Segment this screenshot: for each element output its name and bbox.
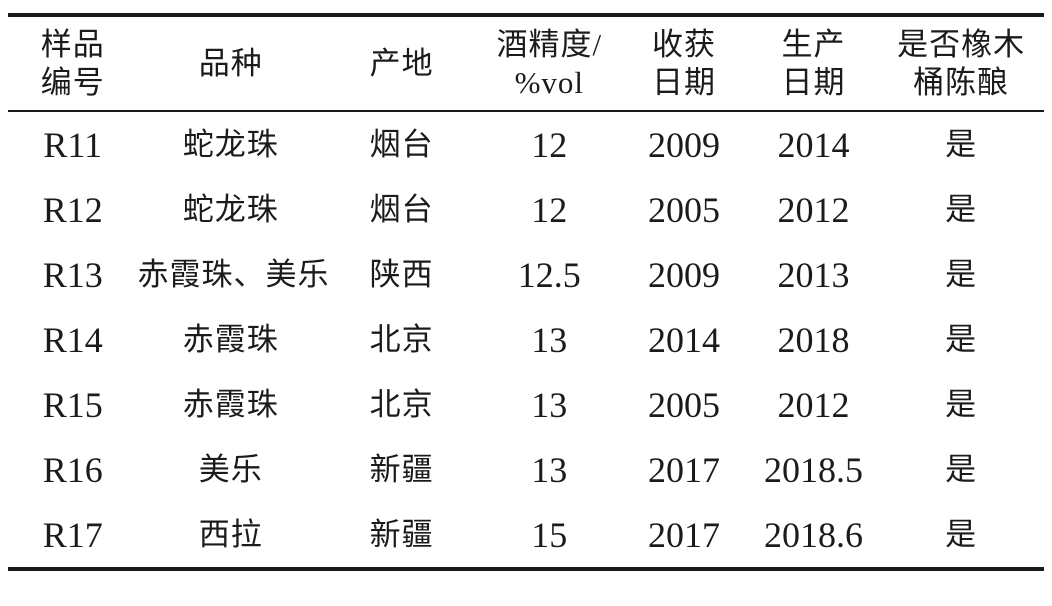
sample-table: 样品 编号 品种 产地 酒精度/ %vol 收获 日期 生产 日期 是否橡木 桶…	[8, 13, 1044, 571]
cell-sample-id: R11	[43, 124, 103, 165]
cell-harvest-date: 2014	[647, 319, 720, 360]
cell-alcohol: 15	[531, 514, 568, 555]
cell-production-date: 2013	[777, 254, 850, 295]
cell-origin: 烟台	[369, 192, 434, 227]
cell-variety: 赤霞珠、美乐	[137, 257, 330, 292]
cell-production-date: 2012	[777, 189, 850, 230]
cell-production-date: 2018	[777, 319, 850, 360]
cell-oak-aged: 是	[945, 322, 978, 357]
cell-origin: 北京	[369, 322, 434, 357]
cell-sample-id: R12	[42, 189, 103, 230]
cell-alcohol: 13	[531, 384, 568, 425]
cell-sample-id: R17	[42, 514, 103, 555]
cell-harvest-date: 2009	[647, 254, 720, 295]
cell-variety: 西拉	[198, 517, 263, 552]
col-header-harvest-date: 收获 日期	[651, 26, 716, 100]
cell-oak-aged: 是	[945, 387, 978, 422]
table-header-row: 样品 编号 品种 产地 酒精度/ %vol 收获 日期 生产 日期 是否橡木 桶…	[8, 15, 1044, 111]
table-row: R11 蛇龙珠 烟台 12 2009 2014 是	[8, 111, 1044, 177]
cell-alcohol: 13	[531, 319, 568, 360]
table-row: R12 蛇龙珠 烟台 12 2005 2012 是	[8, 177, 1044, 242]
cell-oak-aged: 是	[945, 517, 978, 552]
col-header-variety: 品种	[198, 45, 263, 81]
cell-variety: 蛇龙珠	[182, 192, 279, 227]
table-row: R13 赤霞珠、美乐 陕西 12.5 2009 2013 是	[8, 242, 1044, 307]
cell-origin: 烟台	[369, 127, 434, 162]
cell-variety: 美乐	[198, 452, 263, 487]
cell-alcohol: 12.5	[517, 254, 581, 295]
cell-variety: 赤霞珠	[182, 387, 279, 422]
cell-harvest-date: 2017	[647, 449, 720, 490]
cell-production-date: 2012	[777, 384, 850, 425]
cell-production-date: 2018.5	[763, 449, 863, 490]
cell-harvest-date: 2005	[647, 384, 720, 425]
cell-origin: 新疆	[369, 517, 434, 552]
cell-sample-id: R15	[42, 384, 103, 425]
col-header-sample-id: 样品 编号	[40, 26, 105, 100]
col-header-origin: 产地	[369, 45, 434, 81]
cell-variety: 赤霞珠	[182, 322, 279, 357]
cell-variety: 蛇龙珠	[182, 127, 279, 162]
table-row: R17 西拉 新疆 15 2017 2018.6 是	[8, 502, 1044, 569]
cell-sample-id: R16	[42, 449, 103, 490]
table-row: R16 美乐 新疆 13 2017 2018.5 是	[8, 437, 1044, 502]
cell-harvest-date: 2009	[647, 124, 720, 165]
cell-sample-id: R13	[42, 254, 103, 295]
col-header-production-date: 生产 日期	[781, 26, 846, 100]
cell-sample-id: R14	[42, 319, 103, 360]
table-row: R14 赤霞珠 北京 13 2014 2018 是	[8, 307, 1044, 372]
cell-oak-aged: 是	[945, 192, 978, 227]
cell-alcohol: 13	[531, 449, 568, 490]
cell-harvest-date: 2017	[647, 514, 720, 555]
cell-origin: 新疆	[369, 452, 434, 487]
cell-production-date: 2014	[777, 124, 850, 165]
page: 样品 编号 品种 产地 酒精度/ %vol 收获 日期 生产 日期 是否橡木 桶…	[0, 13, 1052, 606]
cell-oak-aged: 是	[945, 127, 978, 162]
col-header-oak-aged: 是否橡木 桶陈酿	[897, 26, 1026, 100]
cell-production-date: 2018.6	[763, 514, 863, 555]
cell-origin: 陕西	[369, 257, 434, 292]
cell-alcohol: 12	[531, 124, 568, 165]
col-header-alcohol: 酒精度/ %vol	[496, 26, 603, 100]
cell-oak-aged: 是	[945, 257, 978, 292]
cell-alcohol: 12	[531, 189, 568, 230]
table-row: R15 赤霞珠 北京 13 2005 2012 是	[8, 372, 1044, 437]
cell-harvest-date: 2005	[647, 189, 720, 230]
cell-oak-aged: 是	[945, 452, 978, 487]
cell-origin: 北京	[369, 387, 434, 422]
